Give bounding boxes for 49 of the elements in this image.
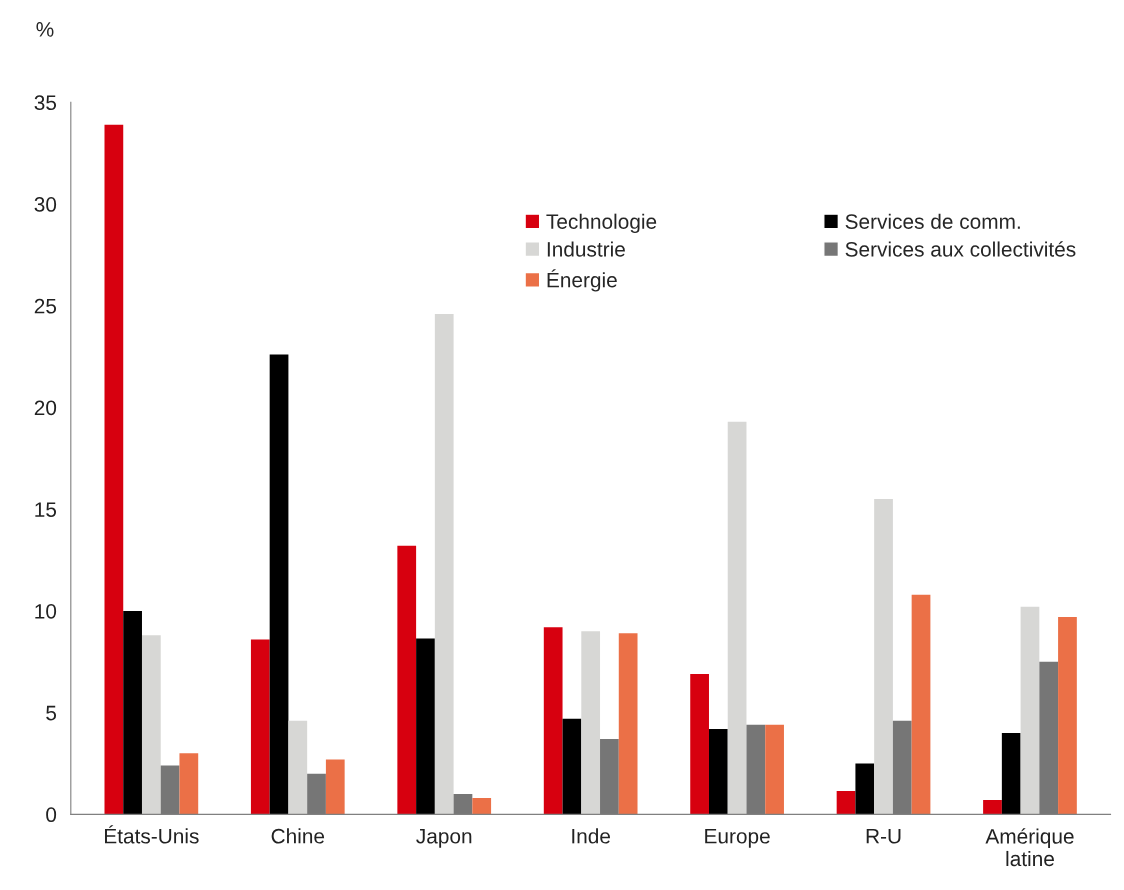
bar bbox=[543, 627, 563, 815]
legend-label: Technologie bbox=[546, 213, 657, 234]
bar bbox=[690, 673, 709, 815]
bar bbox=[562, 718, 582, 815]
bar bbox=[836, 790, 856, 815]
legend-label: Industrie bbox=[547, 241, 625, 257]
bar bbox=[416, 638, 435, 815]
bar bbox=[1058, 617, 1077, 815]
bar bbox=[123, 610, 142, 815]
bar bbox=[983, 800, 1002, 815]
bar bbox=[874, 499, 893, 815]
bar bbox=[325, 759, 345, 815]
bar bbox=[1020, 606, 1040, 815]
bar bbox=[434, 313, 454, 815]
x-tick-label: Chine bbox=[271, 828, 325, 844]
y-tick-label: 0 bbox=[46, 807, 57, 823]
bar bbox=[179, 753, 199, 815]
x-tick-label: Amérique latine bbox=[985, 828, 1074, 867]
x-tick-label: R-U bbox=[866, 829, 901, 844]
y-tick-label: 20 bbox=[34, 400, 57, 416]
y-tick-label: 30 bbox=[34, 197, 57, 212]
bar bbox=[269, 354, 289, 815]
bar bbox=[397, 545, 417, 815]
bar bbox=[855, 763, 875, 815]
x-tick-label: Inde bbox=[572, 828, 611, 844]
bar bbox=[288, 720, 308, 815]
bar bbox=[1001, 732, 1021, 815]
bar bbox=[104, 124, 124, 815]
y-tick-label: 15 bbox=[35, 502, 57, 517]
bar bbox=[708, 728, 728, 815]
bar bbox=[765, 724, 784, 815]
y-tick-label: 25 bbox=[34, 298, 57, 314]
bar bbox=[141, 635, 161, 815]
y-tick-label: 10 bbox=[35, 603, 57, 619]
bar bbox=[911, 594, 931, 815]
legend-label: Services aux collectivités bbox=[845, 241, 1076, 257]
y-tick-label: 35 bbox=[34, 95, 57, 111]
bar bbox=[727, 421, 747, 815]
legend-label: Énergie bbox=[547, 269, 617, 292]
bar bbox=[250, 639, 270, 815]
y-axis-title: % bbox=[36, 22, 54, 37]
y-tick-label: 5 bbox=[46, 705, 57, 721]
x-tick-label: Japon bbox=[416, 829, 472, 848]
bar bbox=[472, 798, 492, 815]
x-tick-label: Europe bbox=[705, 829, 770, 848]
bar bbox=[581, 631, 601, 815]
legend-label: Services de comm. bbox=[845, 213, 1020, 229]
bar bbox=[618, 633, 638, 815]
x-tick-label: États-Unis bbox=[105, 825, 199, 844]
